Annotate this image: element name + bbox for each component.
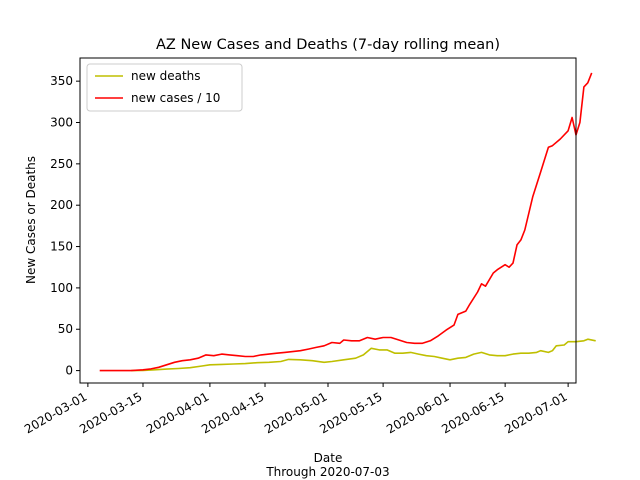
y-tick-label: 200 [50, 198, 73, 212]
y-axis: 0 50 100 150 200 250 300 350 [50, 74, 80, 378]
y-tick-label: 350 [50, 74, 73, 88]
plot-background [80, 58, 576, 383]
legend-label-1: new cases / 10 [131, 91, 220, 105]
series-line-1 [99, 72, 593, 372]
legend-frame [86, 63, 243, 112]
y-tick-label: 0 [65, 364, 73, 378]
legend: new deaths new cases / 10 [86, 63, 243, 112]
series-line-0 [131, 338, 596, 372]
y-tick-label: 50 [58, 322, 73, 336]
plot-area [80, 58, 576, 383]
series-layer [99, 72, 596, 372]
y-tick-label: 100 [50, 281, 73, 295]
legend-label-0: new deaths [131, 69, 201, 83]
y-axis-label: New Cases or Deaths [24, 156, 38, 284]
y-tick-label: 250 [50, 157, 73, 171]
chart-title: AZ New Cases and Deaths (7-day rolling m… [156, 37, 500, 53]
x-axis-label: Date [314, 451, 343, 465]
y-tick-label: 150 [50, 240, 73, 254]
x-axis-sublabel: Through 2020-07-03 [265, 465, 389, 479]
y-tick-label: 300 [50, 116, 73, 130]
